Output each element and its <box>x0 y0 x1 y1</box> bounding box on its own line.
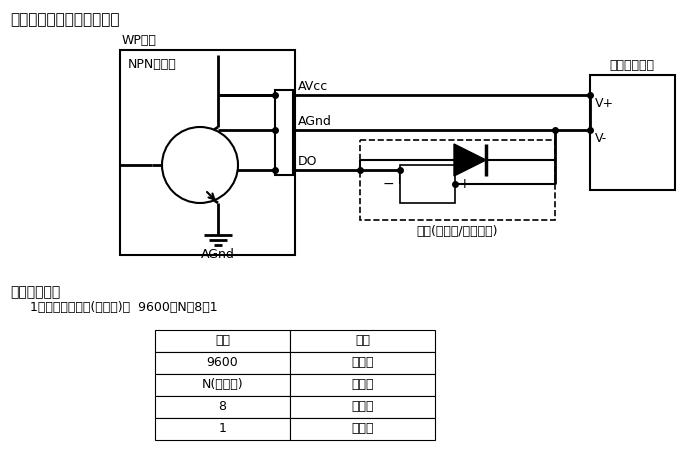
Text: 8: 8 <box>218 400 227 413</box>
Text: 数据位: 数据位 <box>351 400 374 413</box>
Text: NPN晶体管: NPN晶体管 <box>128 58 176 71</box>
Text: 1、通讯参数说明(出厂值)：  9600，N，8，1: 1、通讯参数说明(出厂值)： 9600，N，8，1 <box>30 301 218 314</box>
Text: V-: V- <box>595 132 608 145</box>
Text: 9600: 9600 <box>206 357 239 370</box>
Bar <box>275 90 293 175</box>
Text: 外部供电电源: 外部供电电源 <box>610 59 655 72</box>
Text: V+: V+ <box>595 97 614 110</box>
Text: 说明: 说明 <box>355 334 370 347</box>
Bar <box>290 396 435 418</box>
Bar <box>290 352 435 374</box>
Bar <box>155 396 290 418</box>
Text: 校验位: 校验位 <box>351 379 374 392</box>
Bar <box>155 374 290 396</box>
Bar <box>155 418 290 440</box>
Text: 参数: 参数 <box>215 334 230 347</box>
Bar <box>290 374 435 396</box>
Polygon shape <box>454 144 486 176</box>
Text: 负载(继电器/指示灯等): 负载(继电器/指示灯等) <box>416 225 498 238</box>
Text: 1: 1 <box>218 423 226 436</box>
Bar <box>400 165 455 203</box>
Text: +: + <box>459 177 470 191</box>
Text: 五、通讯说明: 五、通讯说明 <box>10 285 60 299</box>
Text: −: − <box>382 177 394 191</box>
Text: AGnd: AGnd <box>298 115 332 128</box>
Text: 停止位: 停止位 <box>351 423 374 436</box>
Bar <box>590 75 675 190</box>
Bar <box>290 330 435 352</box>
Bar <box>290 418 435 440</box>
Bar <box>155 352 290 374</box>
Text: 波特率: 波特率 <box>351 357 374 370</box>
Text: AVcc: AVcc <box>298 80 328 93</box>
Text: N(无校验): N(无校验) <box>202 379 244 392</box>
Bar <box>120 50 295 255</box>
Bar <box>155 330 290 352</box>
Bar <box>360 140 555 220</box>
Text: 四、数字量输出应用示意图: 四、数字量输出应用示意图 <box>10 12 120 27</box>
Text: AGnd: AGnd <box>201 248 235 261</box>
Text: DO: DO <box>298 155 318 168</box>
Circle shape <box>162 127 238 203</box>
Text: WP模块: WP模块 <box>122 34 157 47</box>
